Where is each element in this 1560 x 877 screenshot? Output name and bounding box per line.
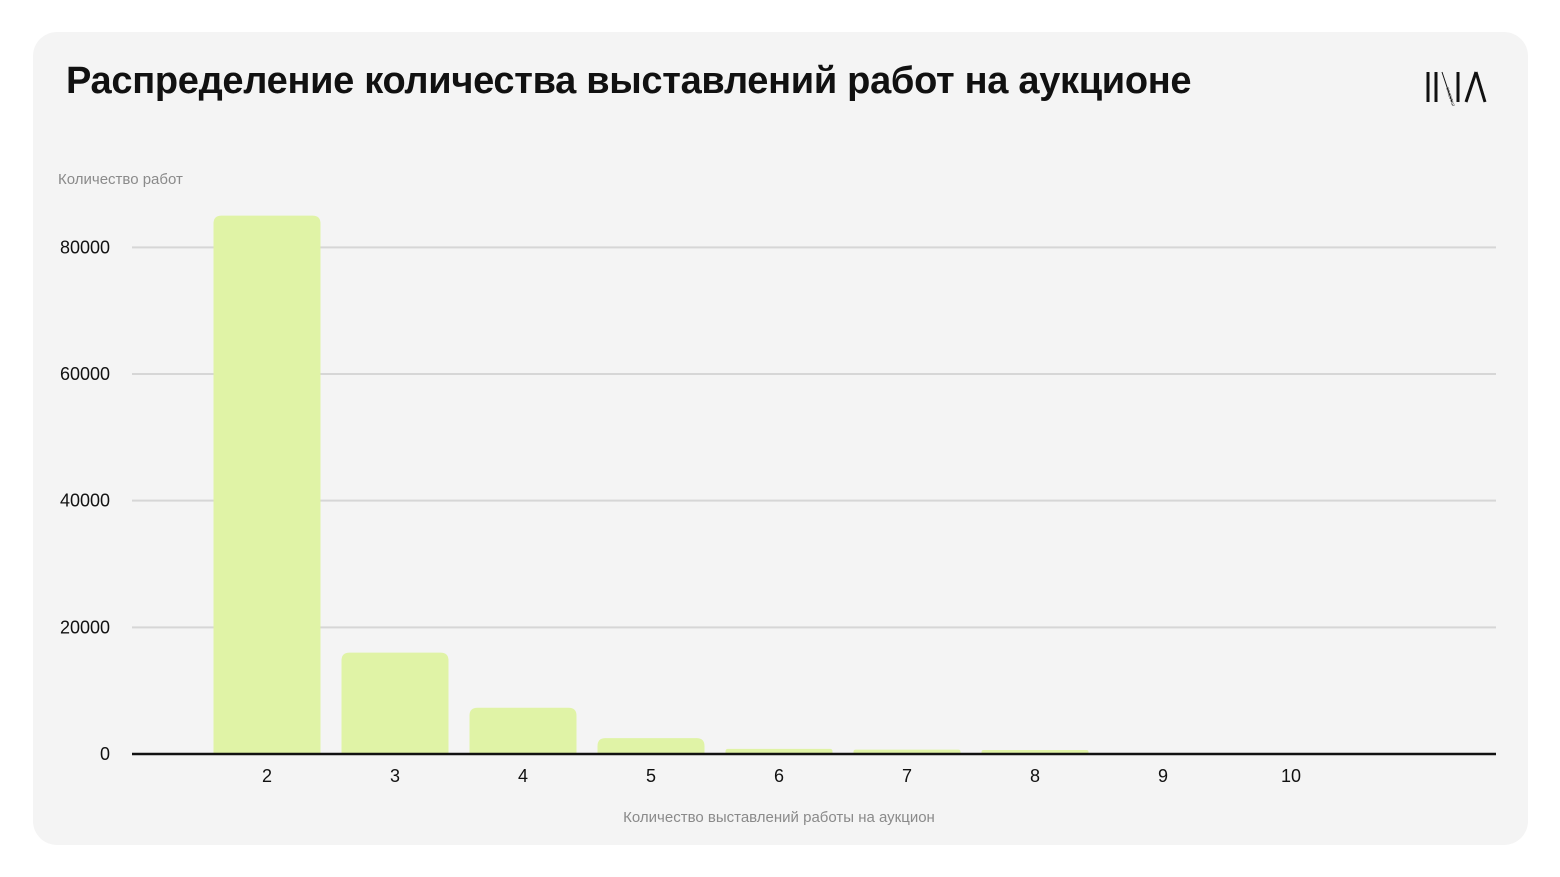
bars: [213, 215, 1089, 754]
chart-title: Распределение количества выставлений раб…: [66, 60, 1192, 102]
x-tick-label: 7: [902, 766, 912, 786]
x-tick-label: 8: [1030, 766, 1040, 786]
y-tick-label: 80000: [60, 237, 110, 257]
y-axis-title: Количество работ: [58, 171, 183, 188]
bar-5: [597, 738, 705, 754]
x-tick-label: 6: [774, 766, 784, 786]
y-tick-label: 20000: [60, 617, 110, 637]
y-tick-labels: 0 20000 40000 60000 80000: [60, 237, 110, 764]
x-tick-label: 2: [262, 766, 272, 786]
bar-6: [725, 748, 833, 754]
logo-text: INVESTART: [1445, 87, 1457, 106]
bar-2: [213, 215, 321, 754]
y-tick-label: 60000: [60, 364, 110, 384]
x-tick-label: 5: [646, 766, 656, 786]
bar-4: [469, 707, 577, 754]
x-axis-title: Количество выставлений работы на аукцион: [623, 809, 935, 826]
x-tick-label: 10: [1281, 766, 1301, 786]
x-tick-labels: 2 3 4 5 6 7 8 9 10: [262, 766, 1301, 786]
x-tick-label: 4: [518, 766, 528, 786]
y-tick-label: 0: [100, 744, 110, 764]
investart-logo-icon: INVESTART: [1426, 71, 1487, 106]
y-tick-label: 40000: [60, 491, 110, 511]
x-tick-label: 3: [390, 766, 400, 786]
bar-3: [341, 652, 449, 754]
x-tick-label: 9: [1158, 766, 1168, 786]
grid-lines: [132, 246, 1496, 629]
